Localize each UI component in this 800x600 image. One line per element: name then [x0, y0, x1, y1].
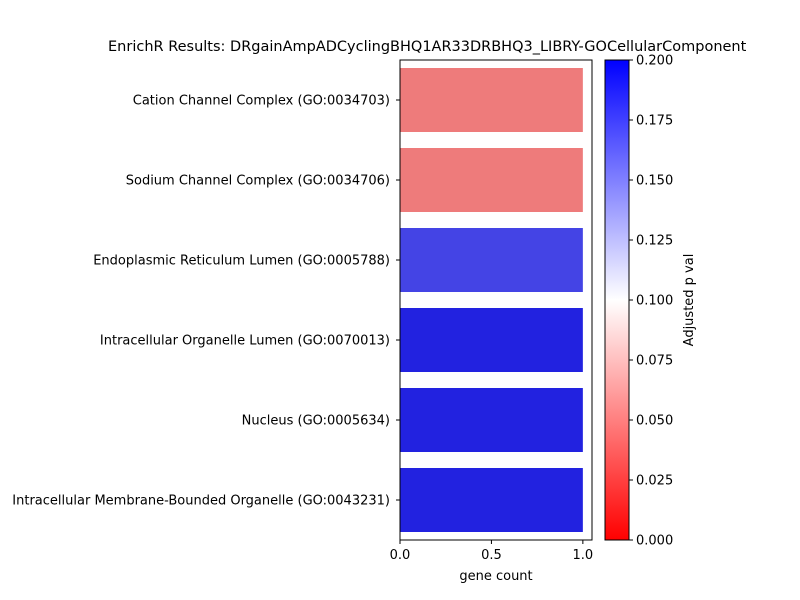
- bar: [400, 308, 583, 372]
- colorbar-tick-label: 0.200: [636, 54, 673, 69]
- colorbar-tick-label: 0.100: [636, 294, 673, 309]
- colorbar-tick-label: 0.025: [636, 474, 673, 489]
- colorbar-tick-label: 0.150: [636, 174, 673, 189]
- colorbar-ticks: 0.000 0.025 0.050 0.075 0.100 0.125 0.150 0.175…: [629, 54, 673, 549]
- category-label: Nucleus (GO:0005634): [242, 414, 390, 429]
- colorbar-tick-label: 0.175: [636, 114, 673, 129]
- bar: [400, 228, 583, 292]
- x-tick-label: 0.5: [481, 548, 502, 563]
- bar: [400, 148, 583, 212]
- bar: [400, 388, 583, 452]
- x-axis-ticks: 0.0 0.5 1.0: [390, 540, 594, 563]
- category-label: Intracellular Membrane-Bounded Organelle…: [12, 494, 390, 509]
- category-label: Sodium Channel Complex (GO:0034706): [126, 174, 390, 189]
- colorbar-tick-label: 0.050: [636, 414, 673, 429]
- bars-group: [400, 68, 583, 532]
- x-tick-label: 1.0: [573, 548, 594, 563]
- colorbar-tick-label: 0.075: [636, 354, 673, 369]
- plot-frame: [399, 59, 593, 541]
- chart-title: EnrichR Results: DRgainAmpADCyclingBHQ1A…: [108, 39, 747, 55]
- category-labels: Cation Channel Complex (GO:0034703) Sodiu…: [12, 94, 400, 509]
- colorbar-tick-label: 0.125: [636, 234, 673, 249]
- category-label: Intracellular Organelle Lumen (GO:007001…: [100, 334, 390, 349]
- x-axis-label: gene count: [459, 569, 532, 584]
- category-label: Cation Channel Complex (GO:0034703): [133, 94, 390, 109]
- colorbar-label: Adjusted p val: [682, 254, 697, 347]
- x-tick-label: 0.0: [390, 548, 411, 563]
- category-label: Endoplasmic Reticulum Lumen (GO:0005788): [93, 254, 390, 269]
- colorbar: [604, 59, 630, 541]
- bar: [400, 68, 583, 132]
- bar: [400, 468, 583, 532]
- colorbar-tick-label: 0.000: [636, 534, 673, 549]
